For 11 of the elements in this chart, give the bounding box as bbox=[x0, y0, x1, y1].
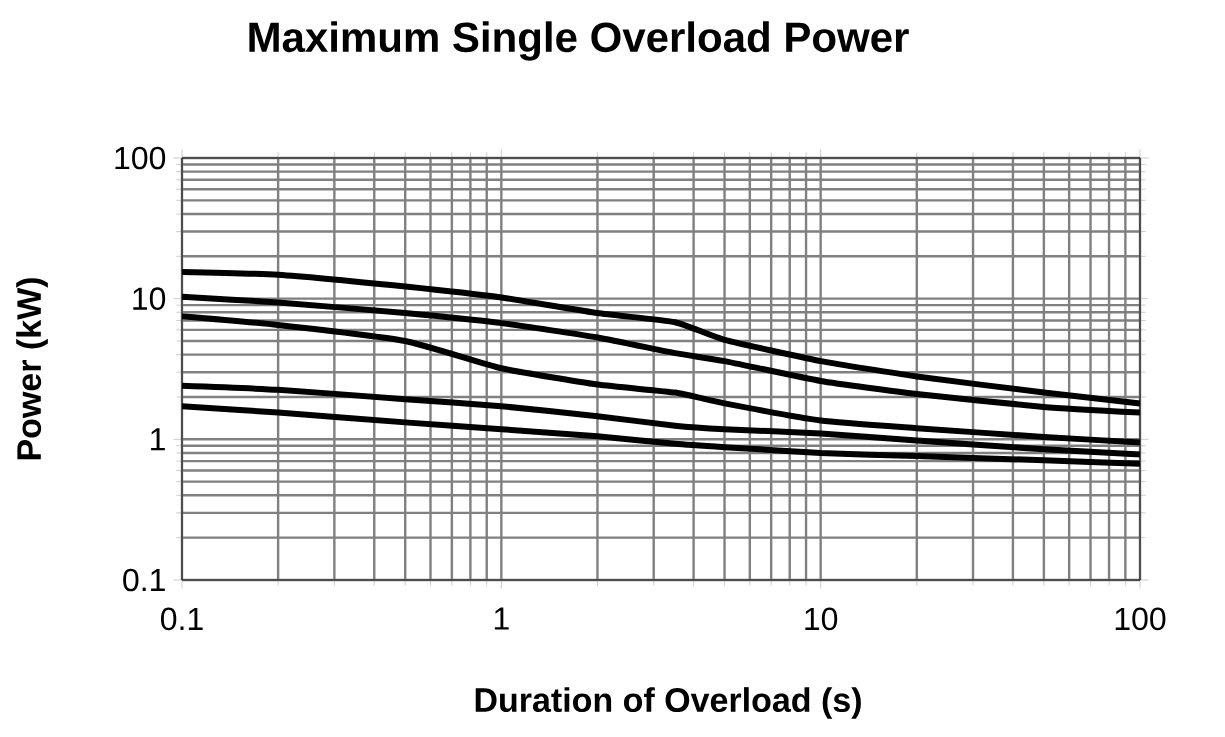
y-tick-label: 10 bbox=[133, 287, 166, 310]
x-tick-label: 100 bbox=[1115, 607, 1166, 631]
x-axis-title: Duration of Overload (s) bbox=[475, 687, 861, 719]
y-tick-label: 1 bbox=[151, 428, 165, 451]
x-tick-label: 0.1 bbox=[161, 607, 203, 631]
x-tick-label: 10 bbox=[805, 607, 838, 631]
chart-title: Maximum Single Overload Power bbox=[249, 21, 909, 61]
y-tick-label: 0.1 bbox=[123, 568, 165, 592]
y-tick-label: 100 bbox=[115, 146, 166, 170]
x-tick-label: 1 bbox=[494, 607, 509, 630]
y-axis-title: Power (kW) bbox=[16, 278, 48, 460]
